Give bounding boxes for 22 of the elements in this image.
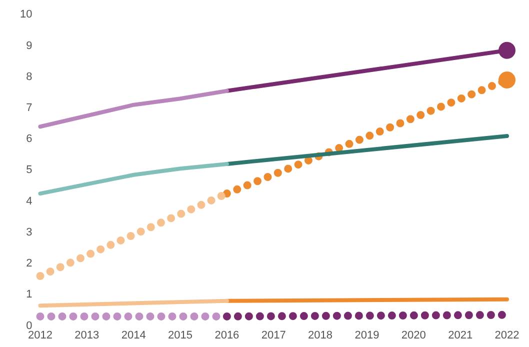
- x-tick-label: 2013: [74, 329, 100, 342]
- x-tick-label: 2015: [168, 329, 193, 342]
- x-tick-label: 2022: [494, 329, 520, 342]
- y-tick-label: 8: [26, 70, 32, 83]
- y-tick-label: 1: [26, 288, 32, 301]
- x-tick-label: 2021: [448, 329, 473, 342]
- y-tick-label: 6: [26, 133, 32, 146]
- x-tick-label: 2016: [214, 329, 240, 342]
- y-tick-label: 9: [26, 40, 32, 52]
- x-tick-label: 2012: [28, 329, 52, 342]
- x-tick-label: 2014: [121, 329, 146, 342]
- y-tick-label: 10: [20, 8, 32, 21]
- y-tick-label: 5: [26, 164, 32, 176]
- y-tick-label: 0: [26, 320, 32, 332]
- x-tick-label: 2017: [261, 329, 286, 342]
- x-tick-label: 2020: [401, 329, 426, 342]
- x-tick-label: 2019: [354, 329, 380, 342]
- y-tick-label: 2: [26, 258, 32, 270]
- y-tick-label: 7: [26, 102, 32, 114]
- y-tick-label: 3: [26, 226, 32, 238]
- y-tick-label: 4: [26, 195, 32, 208]
- x-tick-label: 2018: [308, 329, 333, 342]
